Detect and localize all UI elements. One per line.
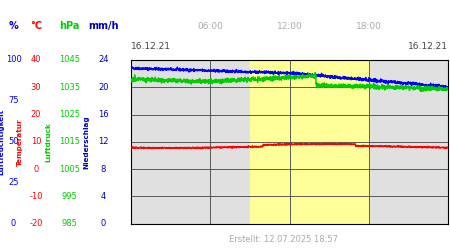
Text: 75: 75 — [8, 96, 19, 106]
Text: 20: 20 — [31, 110, 41, 119]
Text: 16.12.21: 16.12.21 — [408, 42, 448, 51]
Text: 30: 30 — [31, 83, 41, 92]
Text: 1045: 1045 — [59, 56, 80, 64]
Text: °C: °C — [30, 21, 42, 31]
Text: 24: 24 — [98, 56, 109, 64]
Text: %: % — [9, 21, 18, 31]
Text: hPa: hPa — [59, 21, 80, 31]
Text: 1015: 1015 — [59, 138, 80, 146]
Text: 40: 40 — [31, 56, 41, 64]
Text: 18:00: 18:00 — [356, 22, 382, 31]
Text: -10: -10 — [29, 192, 43, 201]
Text: 1025: 1025 — [59, 110, 80, 119]
Text: 20: 20 — [98, 83, 109, 92]
Text: 0: 0 — [101, 219, 106, 228]
Text: Erstellt: 12.07.2025 18:57: Erstellt: 12.07.2025 18:57 — [229, 236, 338, 244]
Text: 10: 10 — [31, 138, 41, 146]
Text: 06:00: 06:00 — [198, 22, 224, 31]
Text: 0: 0 — [33, 165, 39, 174]
Text: 995: 995 — [62, 192, 77, 201]
Text: 100: 100 — [5, 56, 22, 64]
Text: 1035: 1035 — [59, 83, 80, 92]
Text: 50: 50 — [8, 138, 19, 146]
Text: 4: 4 — [101, 192, 106, 201]
Bar — [250, 60, 369, 224]
Text: 16.12.21: 16.12.21 — [131, 42, 171, 51]
Text: -20: -20 — [29, 219, 43, 228]
Text: 25: 25 — [8, 178, 19, 187]
Text: 12: 12 — [98, 138, 109, 146]
Text: 985: 985 — [62, 219, 78, 228]
Text: Temperatur: Temperatur — [17, 118, 23, 166]
Text: mm/h: mm/h — [88, 21, 119, 31]
Text: Luftfeuchtigkeit: Luftfeuchtigkeit — [0, 109, 4, 175]
Text: 12:00: 12:00 — [277, 22, 302, 31]
Text: 0: 0 — [11, 219, 16, 228]
Text: 1005: 1005 — [59, 165, 80, 174]
Text: 8: 8 — [101, 165, 106, 174]
Text: Niederschlag: Niederschlag — [83, 115, 90, 169]
Text: Luftdruck: Luftdruck — [45, 122, 52, 162]
Text: 16: 16 — [98, 110, 109, 119]
